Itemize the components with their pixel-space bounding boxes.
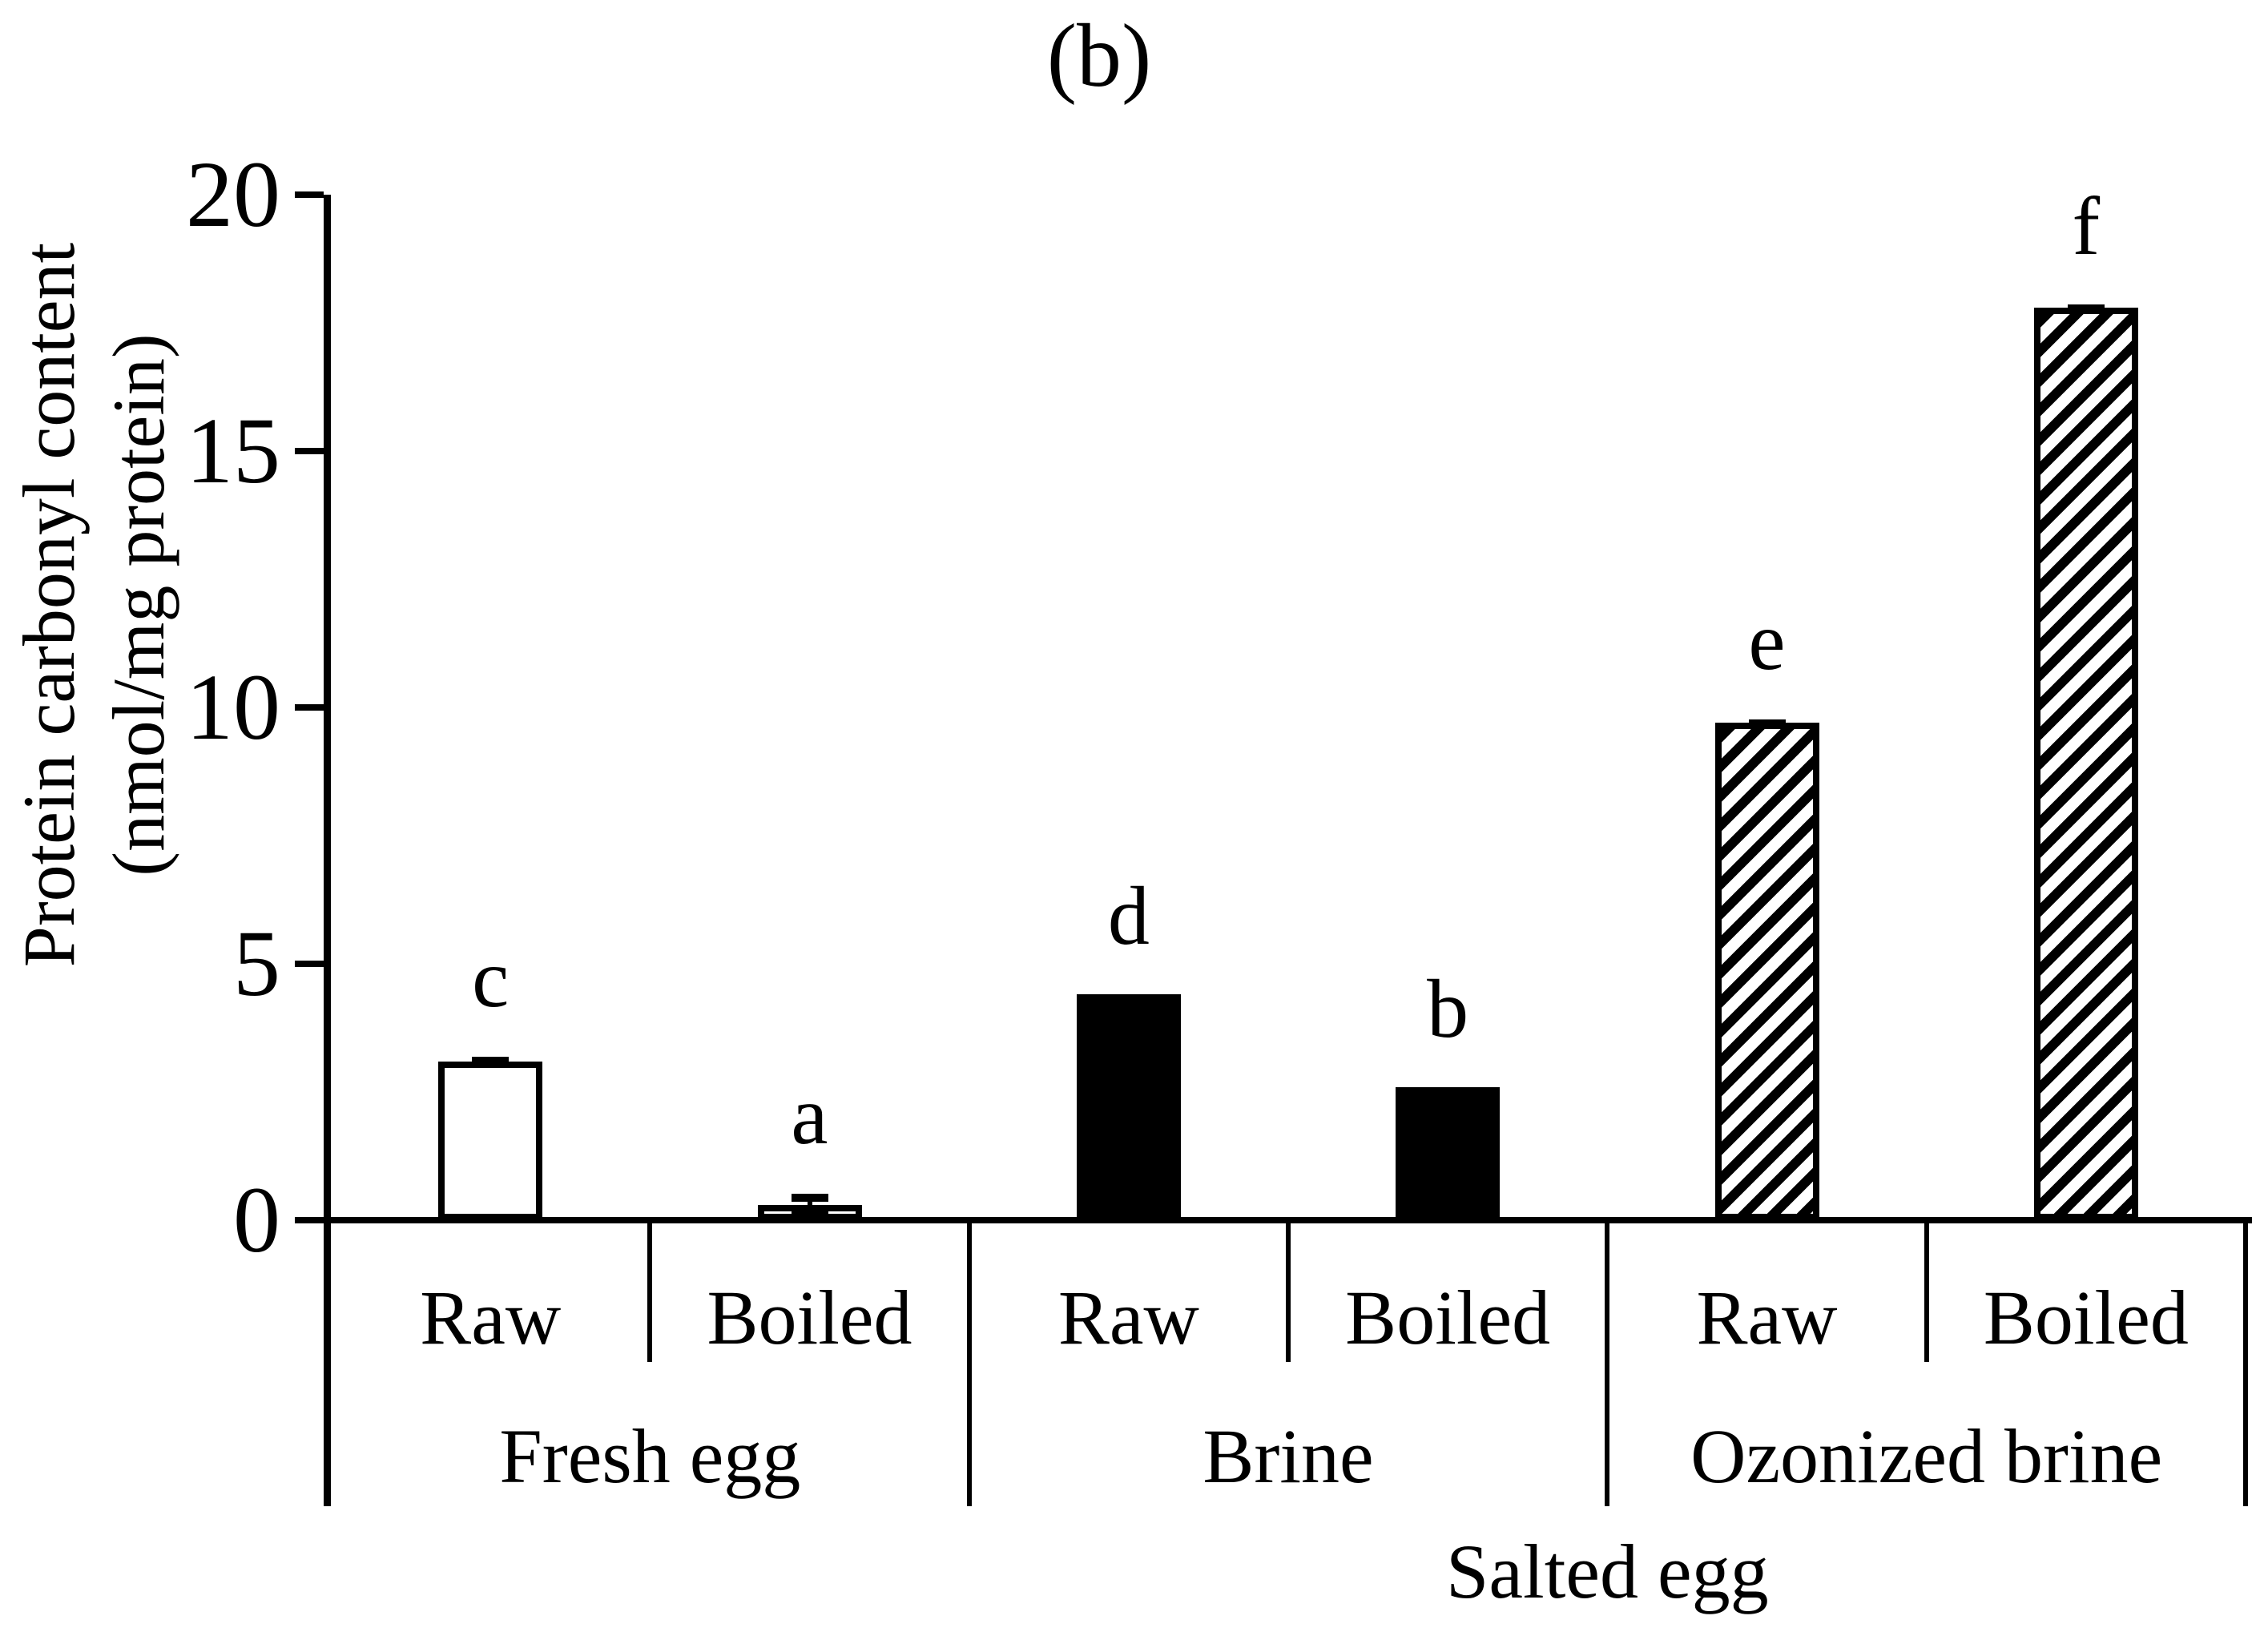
significance-letter: d [1107, 870, 1150, 963]
significance-letter: c [472, 933, 510, 1026]
chart-title: (b) [1046, 6, 1152, 106]
significance-letter: a [791, 1069, 828, 1162]
category-label: Boiled [707, 1275, 912, 1360]
group-divider [1605, 1220, 1610, 1506]
category-divider [647, 1220, 653, 1362]
error-bar-cap-bottom [791, 1207, 828, 1216]
category-label: Boiled [1345, 1275, 1551, 1360]
category-label: Raw [1696, 1275, 1838, 1360]
group-divider [2243, 1220, 2248, 1506]
category-label: Raw [1057, 1275, 1199, 1360]
y-axis-line [324, 195, 331, 1506]
y-tick-label: 5 [233, 911, 280, 1016]
y-tick-label: 20 [186, 142, 280, 247]
bar-ozonized-brine-raw [1714, 723, 1819, 1220]
y-tick-label: 10 [186, 655, 280, 760]
y-tick [295, 704, 324, 711]
bar-brine-raw [1076, 994, 1181, 1220]
category-divider [1924, 1220, 1929, 1362]
error-bar-cap-top [2067, 304, 2105, 312]
bar-fresh-egg-raw [438, 1061, 543, 1220]
significance-letter: b [1427, 962, 1469, 1055]
category-divider [1286, 1220, 1291, 1362]
y-tick-label: 15 [186, 398, 280, 503]
y-tick [295, 448, 324, 454]
bar-ozonized-brine-boiled [2033, 307, 2138, 1220]
y-tick [295, 191, 324, 198]
category-label: Boiled [1983, 1275, 2189, 1360]
group-label: Ozonized brine [1690, 1413, 2163, 1499]
error-bar-cap-top [1748, 719, 1786, 728]
group-divider [966, 1220, 972, 1506]
error-bar-cap-top [472, 1057, 510, 1066]
y-tick-label: 0 [233, 1167, 280, 1272]
category-label: Raw [420, 1275, 562, 1360]
significance-letter: f [2072, 179, 2101, 272]
x-axis-overall-label: Salted egg [1446, 1529, 1769, 1614]
x-axis-line [295, 1217, 2252, 1223]
error-bar-line [807, 1193, 812, 1216]
group-label: Fresh egg [499, 1413, 801, 1499]
significance-letter: e [1748, 595, 1786, 688]
bar-brine-boiled [1396, 1086, 1501, 1220]
group-label: Brine [1202, 1413, 1374, 1499]
y-tick [295, 961, 324, 967]
error-bar-cap-top [791, 1193, 828, 1202]
